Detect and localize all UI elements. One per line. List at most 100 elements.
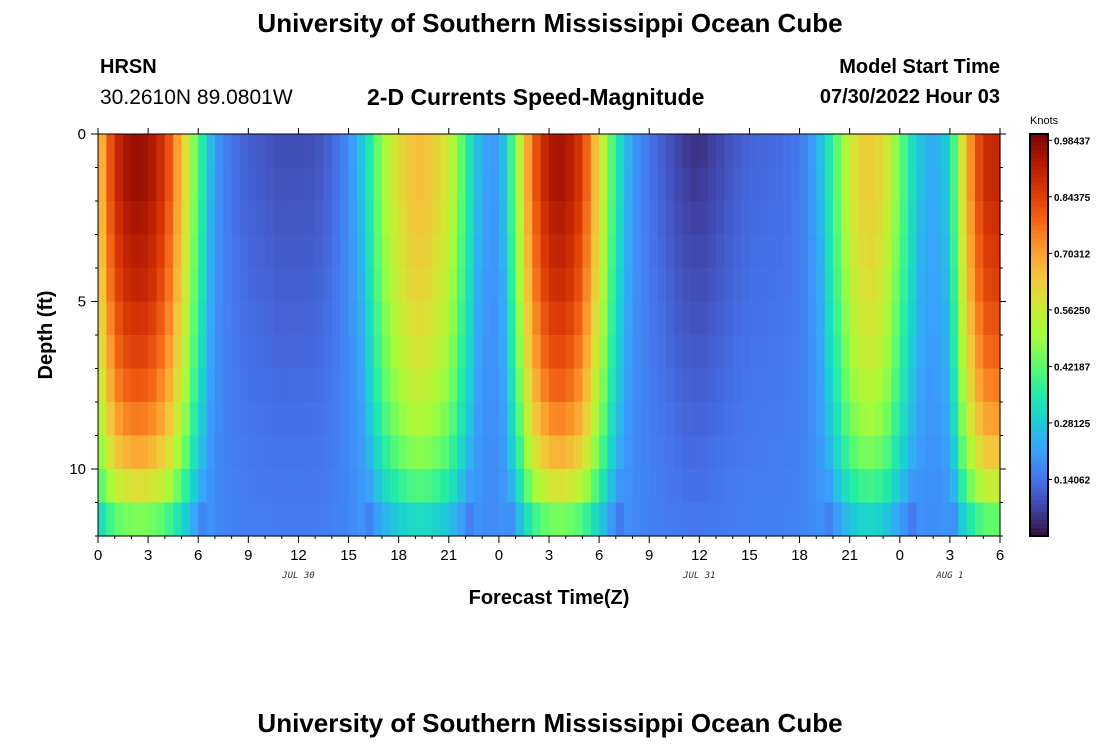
heatmap-cell — [933, 368, 943, 403]
heatmap-cell — [440, 469, 450, 504]
heatmap-cell — [632, 301, 642, 336]
heatmap-cell — [507, 435, 517, 470]
heatmap-cell — [958, 368, 968, 403]
heatmap-cell — [507, 368, 517, 403]
x-tick-label: 6 — [996, 547, 1004, 564]
heatmap-cell — [315, 502, 325, 537]
heatmap-cell — [599, 301, 609, 336]
heatmap-cell — [173, 167, 183, 202]
heatmap-cell — [315, 234, 325, 269]
heatmap-cell — [265, 234, 274, 269]
heatmap-cell — [565, 469, 575, 504]
heatmap-cell — [273, 502, 283, 537]
colorbar-segment — [1030, 262, 1048, 268]
heatmap-cell — [866, 335, 876, 370]
heatmap-cell — [883, 469, 893, 504]
heatmap-cell — [908, 402, 918, 437]
heatmap-cell — [832, 234, 842, 269]
heatmap-cell — [198, 368, 208, 403]
heatmap-cell — [164, 167, 174, 202]
heatmap-cell — [198, 435, 208, 470]
heatmap-cell — [774, 167, 784, 202]
heatmap-cell — [532, 201, 542, 236]
colorbar-segment — [1030, 142, 1048, 147]
heatmap-cell — [574, 134, 584, 169]
heatmap-cell — [273, 335, 283, 370]
heatmap-cell — [966, 502, 976, 537]
heatmap-cell — [98, 301, 107, 336]
heatmap-cell — [599, 435, 609, 470]
heatmap-cell — [123, 201, 133, 236]
heatmap-cell — [390, 201, 400, 236]
heatmap-cell — [390, 335, 400, 370]
heatmap-cell — [624, 335, 634, 370]
heatmap-cell — [832, 368, 842, 403]
heatmap-cell — [849, 368, 859, 403]
heatmap-cell — [432, 268, 442, 303]
heatmap-cell — [239, 502, 249, 537]
colorbar-ticks: 0.98437 0.84375 0.70312 0.56250 0.42187 0.281… — [1048, 136, 1091, 486]
heatmap-cell — [916, 502, 926, 537]
heatmap-cell — [490, 402, 500, 437]
heatmap-cell — [206, 502, 216, 537]
heatmap-cell — [231, 368, 241, 403]
heatmap-cell — [457, 435, 467, 470]
heatmap-cell — [498, 268, 508, 303]
heatmap-cell — [298, 469, 308, 504]
heatmap-cell — [816, 469, 826, 504]
heatmap-cell — [883, 134, 893, 169]
heatmap-cell — [214, 435, 224, 470]
heatmap-cell — [824, 234, 834, 269]
heatmap-cell — [256, 268, 266, 303]
heatmap-cell — [632, 502, 642, 537]
heatmap-cell — [933, 335, 943, 370]
heatmap-cell — [231, 402, 241, 437]
heatmap-cell — [791, 368, 801, 403]
heatmap-cell — [858, 402, 867, 437]
heatmap-cell — [883, 201, 893, 236]
heatmap-cell — [248, 234, 258, 269]
heatmap-cell — [757, 234, 767, 269]
heatmap-cell — [331, 469, 341, 504]
heatmap-cell — [908, 268, 918, 303]
heatmap-cell — [315, 134, 325, 169]
heatmap-cell — [908, 335, 918, 370]
heatmap-cell — [974, 167, 984, 202]
heatmap-cell — [273, 301, 283, 336]
heatmap-cell — [791, 201, 801, 236]
heatmap-cell — [148, 469, 158, 504]
heatmap-cell — [824, 368, 834, 403]
colorbar-segment — [1030, 198, 1048, 203]
heatmap-cell — [381, 234, 391, 269]
heatmap-cell — [390, 134, 400, 169]
heatmap-cell — [949, 268, 959, 303]
heatmap-cell — [248, 435, 258, 470]
heatmap-cell — [607, 134, 617, 169]
heatmap-cell — [523, 335, 533, 370]
heatmap-cell — [807, 435, 817, 470]
heatmap-cell — [340, 335, 350, 370]
x-tick-label: 15 — [340, 547, 357, 564]
heatmap-cell — [682, 335, 692, 370]
heatmap-cell — [799, 435, 809, 470]
heatmap-cell — [490, 301, 500, 336]
heatmap-cell — [131, 402, 141, 437]
heatmap-cell — [933, 502, 943, 537]
heatmap-cell — [173, 234, 183, 269]
heatmap-cell — [356, 268, 366, 303]
colorbar-segment — [1030, 254, 1048, 260]
heatmap-cell — [256, 301, 266, 336]
colorbar-segment — [1030, 463, 1048, 469]
heatmap-cell — [782, 234, 792, 269]
heatmap-cell — [657, 134, 667, 169]
x-tick-label: 9 — [645, 547, 653, 564]
heatmap-cell — [599, 402, 609, 437]
heatmap-cell — [114, 502, 124, 537]
heatmap-cell — [106, 268, 116, 303]
heatmap-cell — [106, 134, 116, 169]
heatmap-cell — [841, 502, 851, 537]
heatmap-cell — [741, 167, 751, 202]
heatmap-cell — [507, 502, 517, 537]
heatmap-cell — [716, 268, 725, 303]
heatmap-cell — [632, 134, 642, 169]
